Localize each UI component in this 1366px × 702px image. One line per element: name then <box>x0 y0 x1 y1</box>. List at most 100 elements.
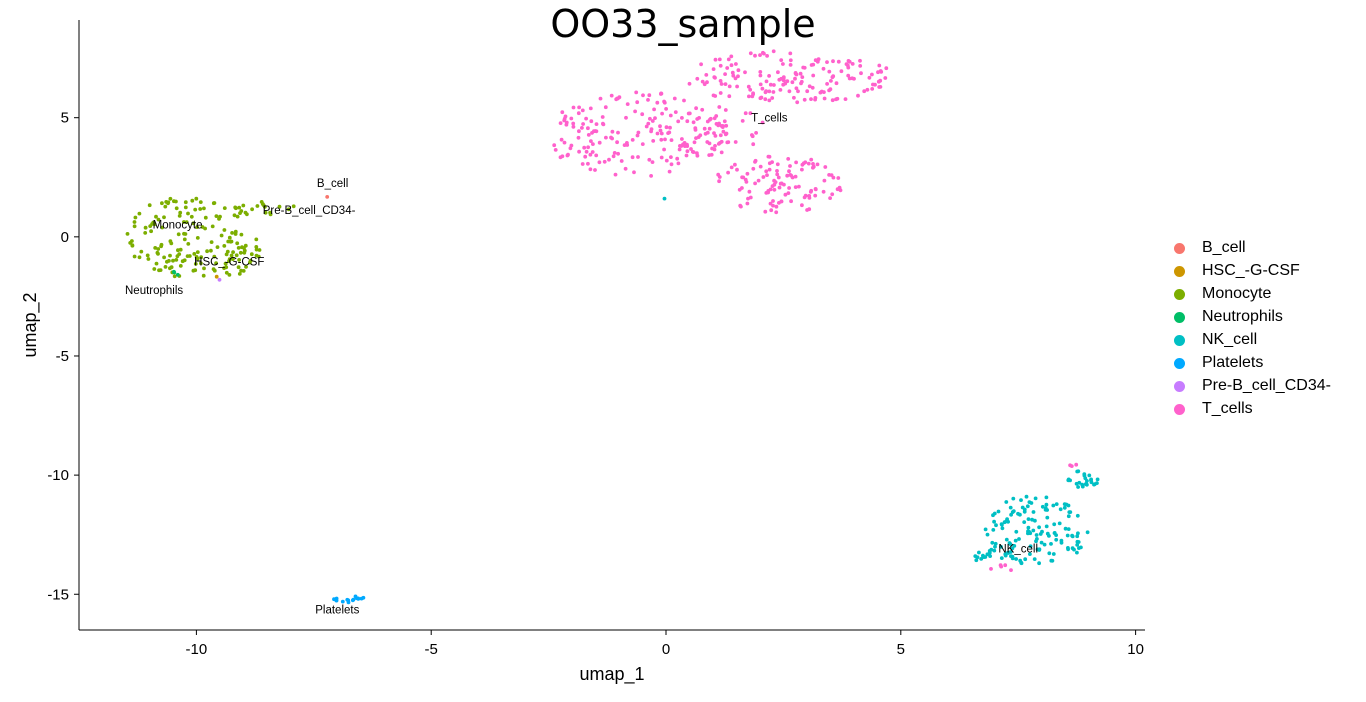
data-point <box>737 187 742 192</box>
data-point <box>659 137 664 142</box>
data-point <box>577 105 581 110</box>
data-point <box>653 116 657 120</box>
data-point <box>743 177 748 182</box>
data-point <box>325 195 330 199</box>
data-point <box>1044 495 1049 500</box>
data-point <box>711 67 716 71</box>
data-point <box>1087 473 1092 478</box>
data-point <box>813 187 818 192</box>
data-point <box>979 557 984 561</box>
data-point <box>858 58 862 63</box>
data-point <box>829 173 834 178</box>
data-point <box>767 154 772 159</box>
data-point <box>778 181 783 186</box>
y-tick-label: 5 <box>61 110 69 127</box>
data-point <box>682 141 687 145</box>
data-point <box>685 149 690 154</box>
data-point <box>1033 496 1038 501</box>
data-point <box>806 161 811 166</box>
data-point <box>156 251 160 256</box>
data-point <box>1013 538 1018 543</box>
data-point <box>178 210 183 215</box>
data-point <box>236 246 241 250</box>
data-point <box>154 214 158 219</box>
data-point <box>743 70 747 75</box>
data-point <box>735 84 739 89</box>
data-point <box>212 254 217 259</box>
data-point <box>356 596 361 601</box>
data-point <box>244 265 248 269</box>
data-point <box>719 139 724 144</box>
cluster-label: Pre-B_cell_CD34- <box>263 205 356 217</box>
data-point <box>1031 510 1036 514</box>
data-point <box>1059 540 1064 545</box>
data-point <box>787 89 792 94</box>
data-point <box>162 255 167 260</box>
data-point <box>676 161 681 166</box>
data-point <box>800 203 804 208</box>
data-point <box>210 224 215 229</box>
data-point <box>692 140 697 145</box>
data-point <box>224 270 229 275</box>
data-point <box>174 258 179 262</box>
data-point <box>794 86 799 91</box>
data-point <box>225 249 230 254</box>
data-point <box>636 130 641 135</box>
data-point <box>1057 521 1062 526</box>
data-point <box>182 231 186 236</box>
data-point <box>243 243 248 248</box>
data-point <box>1075 543 1080 547</box>
data-point <box>1095 481 1099 485</box>
data-point <box>751 91 755 96</box>
data-point <box>676 119 681 124</box>
data-point <box>1070 534 1075 539</box>
series-HSC_-G-CSF <box>214 274 219 279</box>
data-point <box>616 151 620 156</box>
data-point <box>999 556 1004 560</box>
data-point <box>733 162 737 167</box>
data-point <box>195 236 200 240</box>
data-point <box>263 210 268 215</box>
data-point <box>1070 546 1075 551</box>
data-point <box>821 189 826 194</box>
data-point <box>609 135 613 140</box>
data-point <box>602 159 607 164</box>
data-point <box>577 149 581 154</box>
data-point <box>1066 527 1071 531</box>
data-point <box>1075 469 1080 474</box>
data-point <box>600 115 605 119</box>
data-point <box>172 274 177 279</box>
data-point <box>1067 510 1072 514</box>
data-point <box>1083 476 1088 481</box>
data-point <box>159 242 164 247</box>
data-point <box>571 105 576 110</box>
data-point <box>884 66 889 71</box>
data-point <box>767 98 772 103</box>
data-point <box>729 54 734 59</box>
data-point <box>222 228 227 232</box>
data-point <box>716 142 721 146</box>
data-point <box>691 120 696 125</box>
data-point <box>201 273 206 278</box>
data-point <box>713 75 717 80</box>
data-point <box>647 157 652 162</box>
data-point <box>811 162 815 166</box>
series-T_cells <box>552 49 1079 572</box>
data-point <box>767 161 772 166</box>
data-point <box>239 232 244 237</box>
data-point <box>1076 540 1081 544</box>
data-point <box>733 140 738 144</box>
data-point <box>147 203 152 208</box>
data-point <box>787 169 791 174</box>
data-point <box>748 51 753 56</box>
data-point <box>195 225 200 230</box>
data-point <box>163 204 168 209</box>
data-point <box>669 155 673 160</box>
data-point <box>999 545 1003 549</box>
axes: -10 -5 0 5 10 5 0 -5 -10 -15 <box>47 20 1145 658</box>
data-point <box>993 544 997 549</box>
legend-key <box>1174 404 1185 415</box>
data-point <box>1037 547 1042 552</box>
data-point <box>616 130 620 135</box>
data-point <box>713 134 718 138</box>
